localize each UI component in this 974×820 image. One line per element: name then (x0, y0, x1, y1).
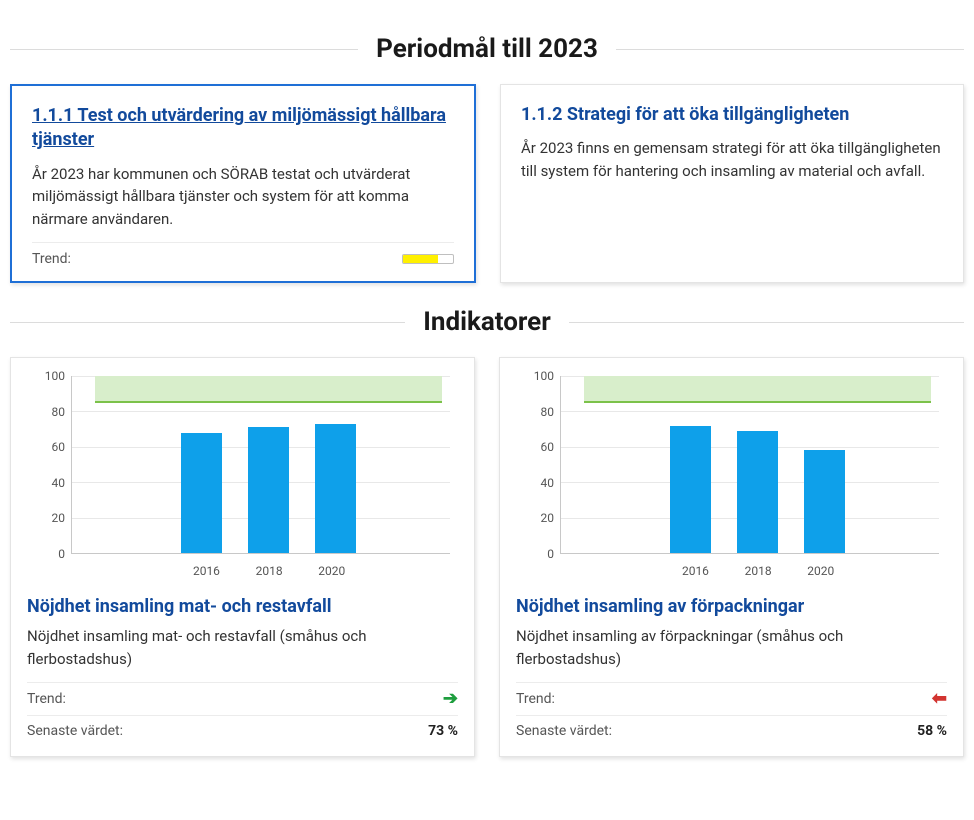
indicator-card[interactable]: 0 20 40 60 80 100 2016 2018 2020 Nöjdhet insamlin… (499, 357, 964, 757)
goal-trend-row: Trend: (32, 242, 454, 267)
chart-x-labels: 2016 2018 2020 (71, 564, 450, 578)
chart-plot-area (560, 376, 939, 554)
latest-value-label: Senaste värdet: (27, 723, 123, 739)
goal-card-title[interactable]: 1.1.2 Strategi för att öka tillgänglighe… (521, 103, 943, 127)
arrow-right-icon: ➔ (443, 690, 458, 708)
chart-bars (561, 376, 939, 553)
indicator-title[interactable]: Nöjdhet insamling av förpackningar (516, 596, 947, 617)
goal-card-title[interactable]: 1.1.1 Test och utvärdering av miljömässi… (32, 104, 454, 153)
indicator-trend-row: Trend: ➔ (27, 682, 458, 715)
chart-y-tick-label: 80 (27, 405, 65, 419)
trend-label: Trend: (27, 691, 66, 707)
chart-y-tick-label: 20 (516, 511, 554, 525)
latest-value: 58 % (917, 723, 947, 739)
chart-x-tick-label: 2018 (739, 564, 778, 578)
chart-y-tick-label: 40 (27, 476, 65, 490)
indicator-description: Nöjdhet insamling av förpackningar (småh… (516, 625, 947, 670)
chart-bar (804, 450, 845, 553)
latest-value: 73 % (428, 723, 458, 739)
indicator-card[interactable]: 0 20 40 60 80 100 2016 2018 2020 Nöjdhet insamlin… (10, 357, 475, 757)
chart-x-tick-label: 2016 (676, 564, 715, 578)
chart-y-tick-label: 80 (516, 405, 554, 419)
indicator-trend-row: Trend: ⬅ (516, 682, 947, 715)
indicator-chart: 0 20 40 60 80 100 2016 2018 2020 (27, 372, 458, 582)
divider (569, 322, 964, 323)
goal-card[interactable]: 1.1.2 Strategi för att öka tillgänglighe… (500, 84, 964, 283)
trend-label: Trend: (32, 251, 71, 267)
goal-card-description: År 2023 finns en gemensam strategi för a… (521, 137, 943, 182)
chart-y-tick-label: 60 (516, 440, 554, 454)
divider (616, 49, 964, 50)
section-header-periodmal: Periodmål till 2023 (10, 34, 964, 64)
latest-value-label: Senaste värdet: (516, 723, 612, 739)
trend-progress-fill (403, 255, 438, 263)
indicator-description: Nöjdhet insamling mat- och restavfall (s… (27, 625, 458, 670)
chart-bar (737, 431, 778, 553)
chart-x-labels: 2016 2018 2020 (560, 564, 939, 578)
chart-plot-area (71, 376, 450, 554)
section-header-indikatorer: Indikatorer (10, 307, 964, 337)
chart-x-tick-label: 2020 (313, 564, 352, 578)
chart-y-tick-label: 40 (516, 476, 554, 490)
indicator-latest-row: Senaste värdet: 73 % (27, 715, 458, 746)
section-title-indikatorer: Indikatorer (405, 307, 568, 337)
goal-card-description: År 2023 har kommunen och SÖRAB testat oc… (32, 163, 454, 231)
chart-x-tick-label: 2020 (802, 564, 841, 578)
section-title-periodmal: Periodmål till 2023 (358, 34, 616, 64)
chart-y-tick-label: 0 (27, 547, 65, 561)
chart-y-tick-label: 0 (516, 547, 554, 561)
chart-bar (248, 427, 289, 553)
chart-y-tick-label: 20 (27, 511, 65, 525)
chart-bar (670, 426, 711, 553)
arrow-left-icon: ⬅ (932, 690, 947, 708)
chart-y-tick-label: 60 (27, 440, 65, 454)
trend-label: Trend: (516, 691, 555, 707)
indicator-title[interactable]: Nöjdhet insamling mat- och restavfall (27, 596, 458, 617)
trend-progress-bar (402, 254, 454, 264)
chart-y-tick-label: 100 (27, 369, 65, 383)
divider (10, 49, 358, 50)
chart-x-tick-label: 2018 (250, 564, 289, 578)
indicator-latest-row: Senaste värdet: 58 % (516, 715, 947, 746)
divider (10, 322, 405, 323)
indicators-row: 0 20 40 60 80 100 2016 2018 2020 Nöjdhet insamlin… (10, 357, 964, 757)
chart-bar (181, 433, 222, 553)
chart-bars (72, 376, 450, 553)
chart-x-tick-label: 2016 (187, 564, 226, 578)
chart-bar (315, 424, 356, 553)
indicator-chart: 0 20 40 60 80 100 2016 2018 2020 (516, 372, 947, 582)
chart-y-tick-label: 100 (516, 369, 554, 383)
goals-row: 1.1.1 Test och utvärdering av miljömässi… (10, 84, 964, 283)
goal-card[interactable]: 1.1.1 Test och utvärdering av miljömässi… (10, 84, 476, 283)
